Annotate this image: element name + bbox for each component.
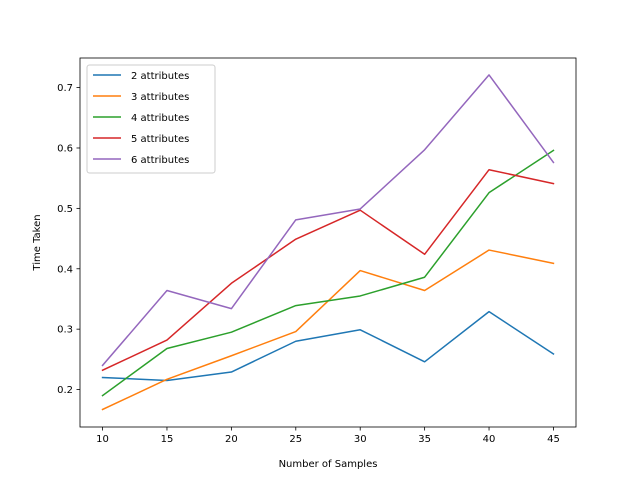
legend-box	[86, 64, 216, 174]
legend-label: 6 attributes	[131, 155, 189, 166]
x-tick-label: 20	[225, 434, 238, 445]
legend-label: 4 attributes	[131, 113, 189, 124]
legend-label: 3 attributes	[131, 92, 189, 103]
x-axis: 10 15 20 25 30 35 40 45	[96, 427, 560, 445]
y-tick-label: 0.6	[57, 143, 73, 154]
x-axis-label: Number of Samples	[279, 459, 378, 470]
y-tick-label: 0.2	[57, 385, 73, 396]
x-tick-label: 35	[418, 434, 431, 445]
x-tick-label: 45	[547, 434, 560, 445]
series-line-4-attributes	[101, 149, 555, 397]
y-tick-label: 0.4	[57, 264, 73, 275]
plot-frame	[79, 57, 577, 428]
y-tick-label: 0.7	[57, 83, 73, 94]
x-tick-label: 25	[289, 434, 302, 445]
legend-label: 2 attributes	[131, 71, 189, 82]
series-layer	[101, 74, 555, 411]
legend-label: 5 attributes	[131, 134, 189, 145]
x-tick-label: 15	[161, 434, 174, 445]
x-tick-label: 40	[483, 434, 496, 445]
y-tick-label: 0.5	[57, 204, 73, 215]
legend: 2 attributes 3 attributes 4 attributes 5 at…	[86, 64, 216, 174]
y-axis-label: Time Taken	[32, 214, 43, 271]
x-tick-label: 30	[354, 434, 367, 445]
y-axis: 0.2 0.3 0.4 0.5 0.6 0.7	[57, 83, 80, 396]
series-line-6-attributes	[101, 74, 555, 367]
x-tick-label: 10	[96, 434, 109, 445]
y-tick-label: 0.3	[57, 325, 73, 336]
series-line-2-attributes	[101, 310, 555, 382]
series-line-5-attributes	[101, 168, 555, 372]
